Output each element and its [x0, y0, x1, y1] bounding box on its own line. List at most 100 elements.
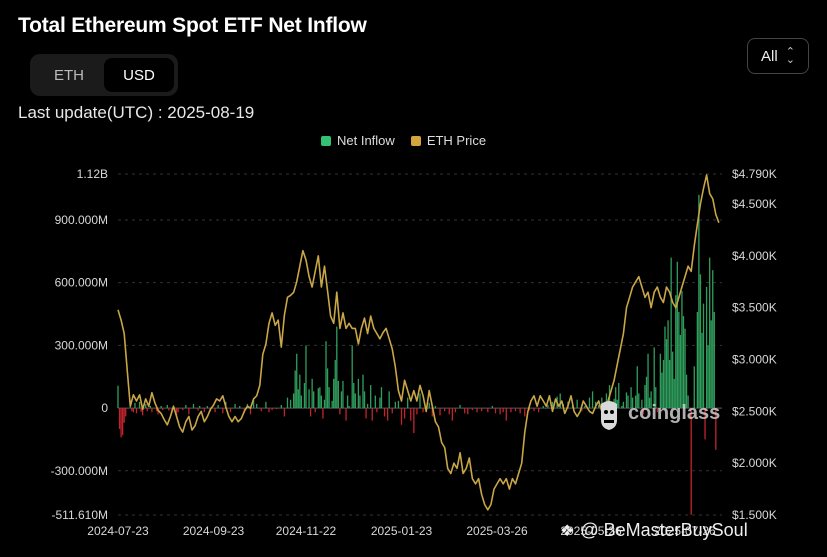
inflow-bar	[672, 351, 674, 409]
inflow-bar	[625, 392, 628, 409]
inflow-bar	[160, 405, 162, 409]
inflow-bar	[576, 399, 578, 409]
inflow-bar	[135, 408, 138, 414]
x-tick-label: 2024-11-22	[276, 524, 337, 538]
inflow-bar	[630, 387, 632, 409]
inflow-bar	[416, 408, 418, 415]
inflow-bar	[141, 408, 144, 416]
inflow-bar	[693, 366, 695, 409]
inflow-bar	[559, 393, 561, 409]
inflow-bar	[403, 408, 406, 419]
inflow-bar	[542, 405, 544, 409]
diamond-logo-icon: ❖	[560, 522, 575, 540]
last-update-text: Last update(UTC) : 2025-08-19	[18, 103, 255, 122]
inflow-bar	[351, 345, 353, 409]
inflow-bar	[670, 257, 672, 409]
unit-option-usd[interactable]: USD	[104, 58, 174, 92]
inflow-bar	[123, 408, 125, 423]
credit-label: ❖ @ BeMasterBuySoul	[560, 520, 748, 541]
inflow-bar	[494, 408, 497, 414]
inflow-bar	[394, 401, 397, 409]
x-tick-label: 2025-07-26	[654, 524, 716, 538]
inflow-bar	[467, 408, 469, 415]
watermark-text: coinglass	[628, 402, 721, 424]
inflow-bar	[309, 408, 312, 417]
inflow-bar	[667, 320, 669, 409]
inflow-bar	[366, 403, 369, 409]
inflow-bar	[342, 380, 344, 409]
inflow-bar	[627, 395, 629, 409]
inflow-bar	[591, 391, 594, 409]
inflow-bar	[704, 408, 706, 440]
inflow-bar	[376, 408, 378, 413]
eth-price-line	[117, 174, 720, 511]
inflow-bar	[125, 408, 127, 417]
inflow-bar	[588, 397, 591, 409]
inflow-bar	[308, 389, 310, 409]
coinglass-logo-icon	[601, 401, 617, 430]
inflow-bar	[676, 261, 678, 409]
inflow-bar	[618, 382, 620, 409]
range-select[interactable]: All ⌃ ⌄	[747, 38, 809, 74]
inflow-bar	[386, 408, 389, 421]
x-tick-label: 2025-05-26	[560, 524, 622, 538]
inflow-bar	[679, 334, 682, 409]
inflow-bar	[346, 395, 349, 409]
inflow-bar	[319, 387, 321, 409]
inflow-bar	[313, 391, 315, 409]
y-right-tick-label: $4.500K	[732, 197, 777, 211]
inflow-bar	[292, 393, 295, 409]
inflow-bar	[305, 345, 307, 409]
inflow-bar	[286, 397, 289, 409]
inflow-bar	[151, 408, 153, 413]
inflow-bar	[662, 360, 665, 409]
credit-text: @ BeMasterBuySoul	[580, 520, 748, 540]
inflow-bar	[431, 408, 433, 417]
inflow-bar	[584, 405, 586, 409]
inflow-bar	[598, 404, 600, 409]
inflow-bar	[661, 372, 663, 409]
inflow-bar	[131, 408, 133, 412]
inflow-bar	[265, 401, 267, 409]
inflow-bar	[459, 404, 461, 409]
inflow-bar	[260, 408, 262, 412]
inflow-bar	[348, 405, 350, 409]
inflow-bar	[715, 408, 717, 450]
inflow-bar	[365, 408, 367, 419]
inflow-bar	[138, 401, 141, 409]
inflow-bar	[134, 402, 136, 409]
inflow-bar	[379, 397, 381, 409]
legend-item-net-inflow[interactable]: Net Inflow	[321, 133, 395, 148]
inflow-bar	[121, 408, 124, 436]
inflow-bar	[243, 408, 246, 412]
inflow-bar	[206, 405, 209, 409]
inflow-bar	[289, 399, 292, 409]
inflow-bar	[357, 378, 360, 409]
inflow-bar	[328, 387, 330, 409]
legend-swatch-net-inflow	[321, 135, 331, 146]
y-right-tick-label: $1.500K	[732, 508, 777, 522]
inflow-bar	[656, 408, 658, 413]
inflow-bar	[428, 402, 430, 409]
inflow-bar	[391, 408, 393, 414]
inflow-bar	[326, 368, 329, 409]
inflow-bar	[434, 405, 437, 409]
inflow-bar	[299, 374, 301, 409]
inflow-bar	[636, 366, 638, 409]
unit-toggle[interactable]: ETH USD	[30, 54, 178, 96]
inflow-bar	[443, 408, 446, 412]
legend-item-eth-price[interactable]: ETH Price	[410, 133, 486, 148]
unit-option-eth[interactable]: ETH	[54, 66, 84, 84]
inflow-bar	[422, 408, 424, 413]
inflow-bar	[325, 341, 327, 409]
inflow-bar	[192, 403, 195, 409]
inflow-bar	[383, 408, 386, 417]
inflow-bar	[317, 388, 319, 409]
inflow-bar	[353, 382, 355, 409]
inflow-bar	[145, 403, 147, 409]
legend-label-net-inflow: Net Inflow	[337, 133, 395, 148]
inflow-bar	[581, 408, 583, 412]
inflow-bar	[320, 395, 323, 409]
inflow-bar	[166, 404, 168, 409]
